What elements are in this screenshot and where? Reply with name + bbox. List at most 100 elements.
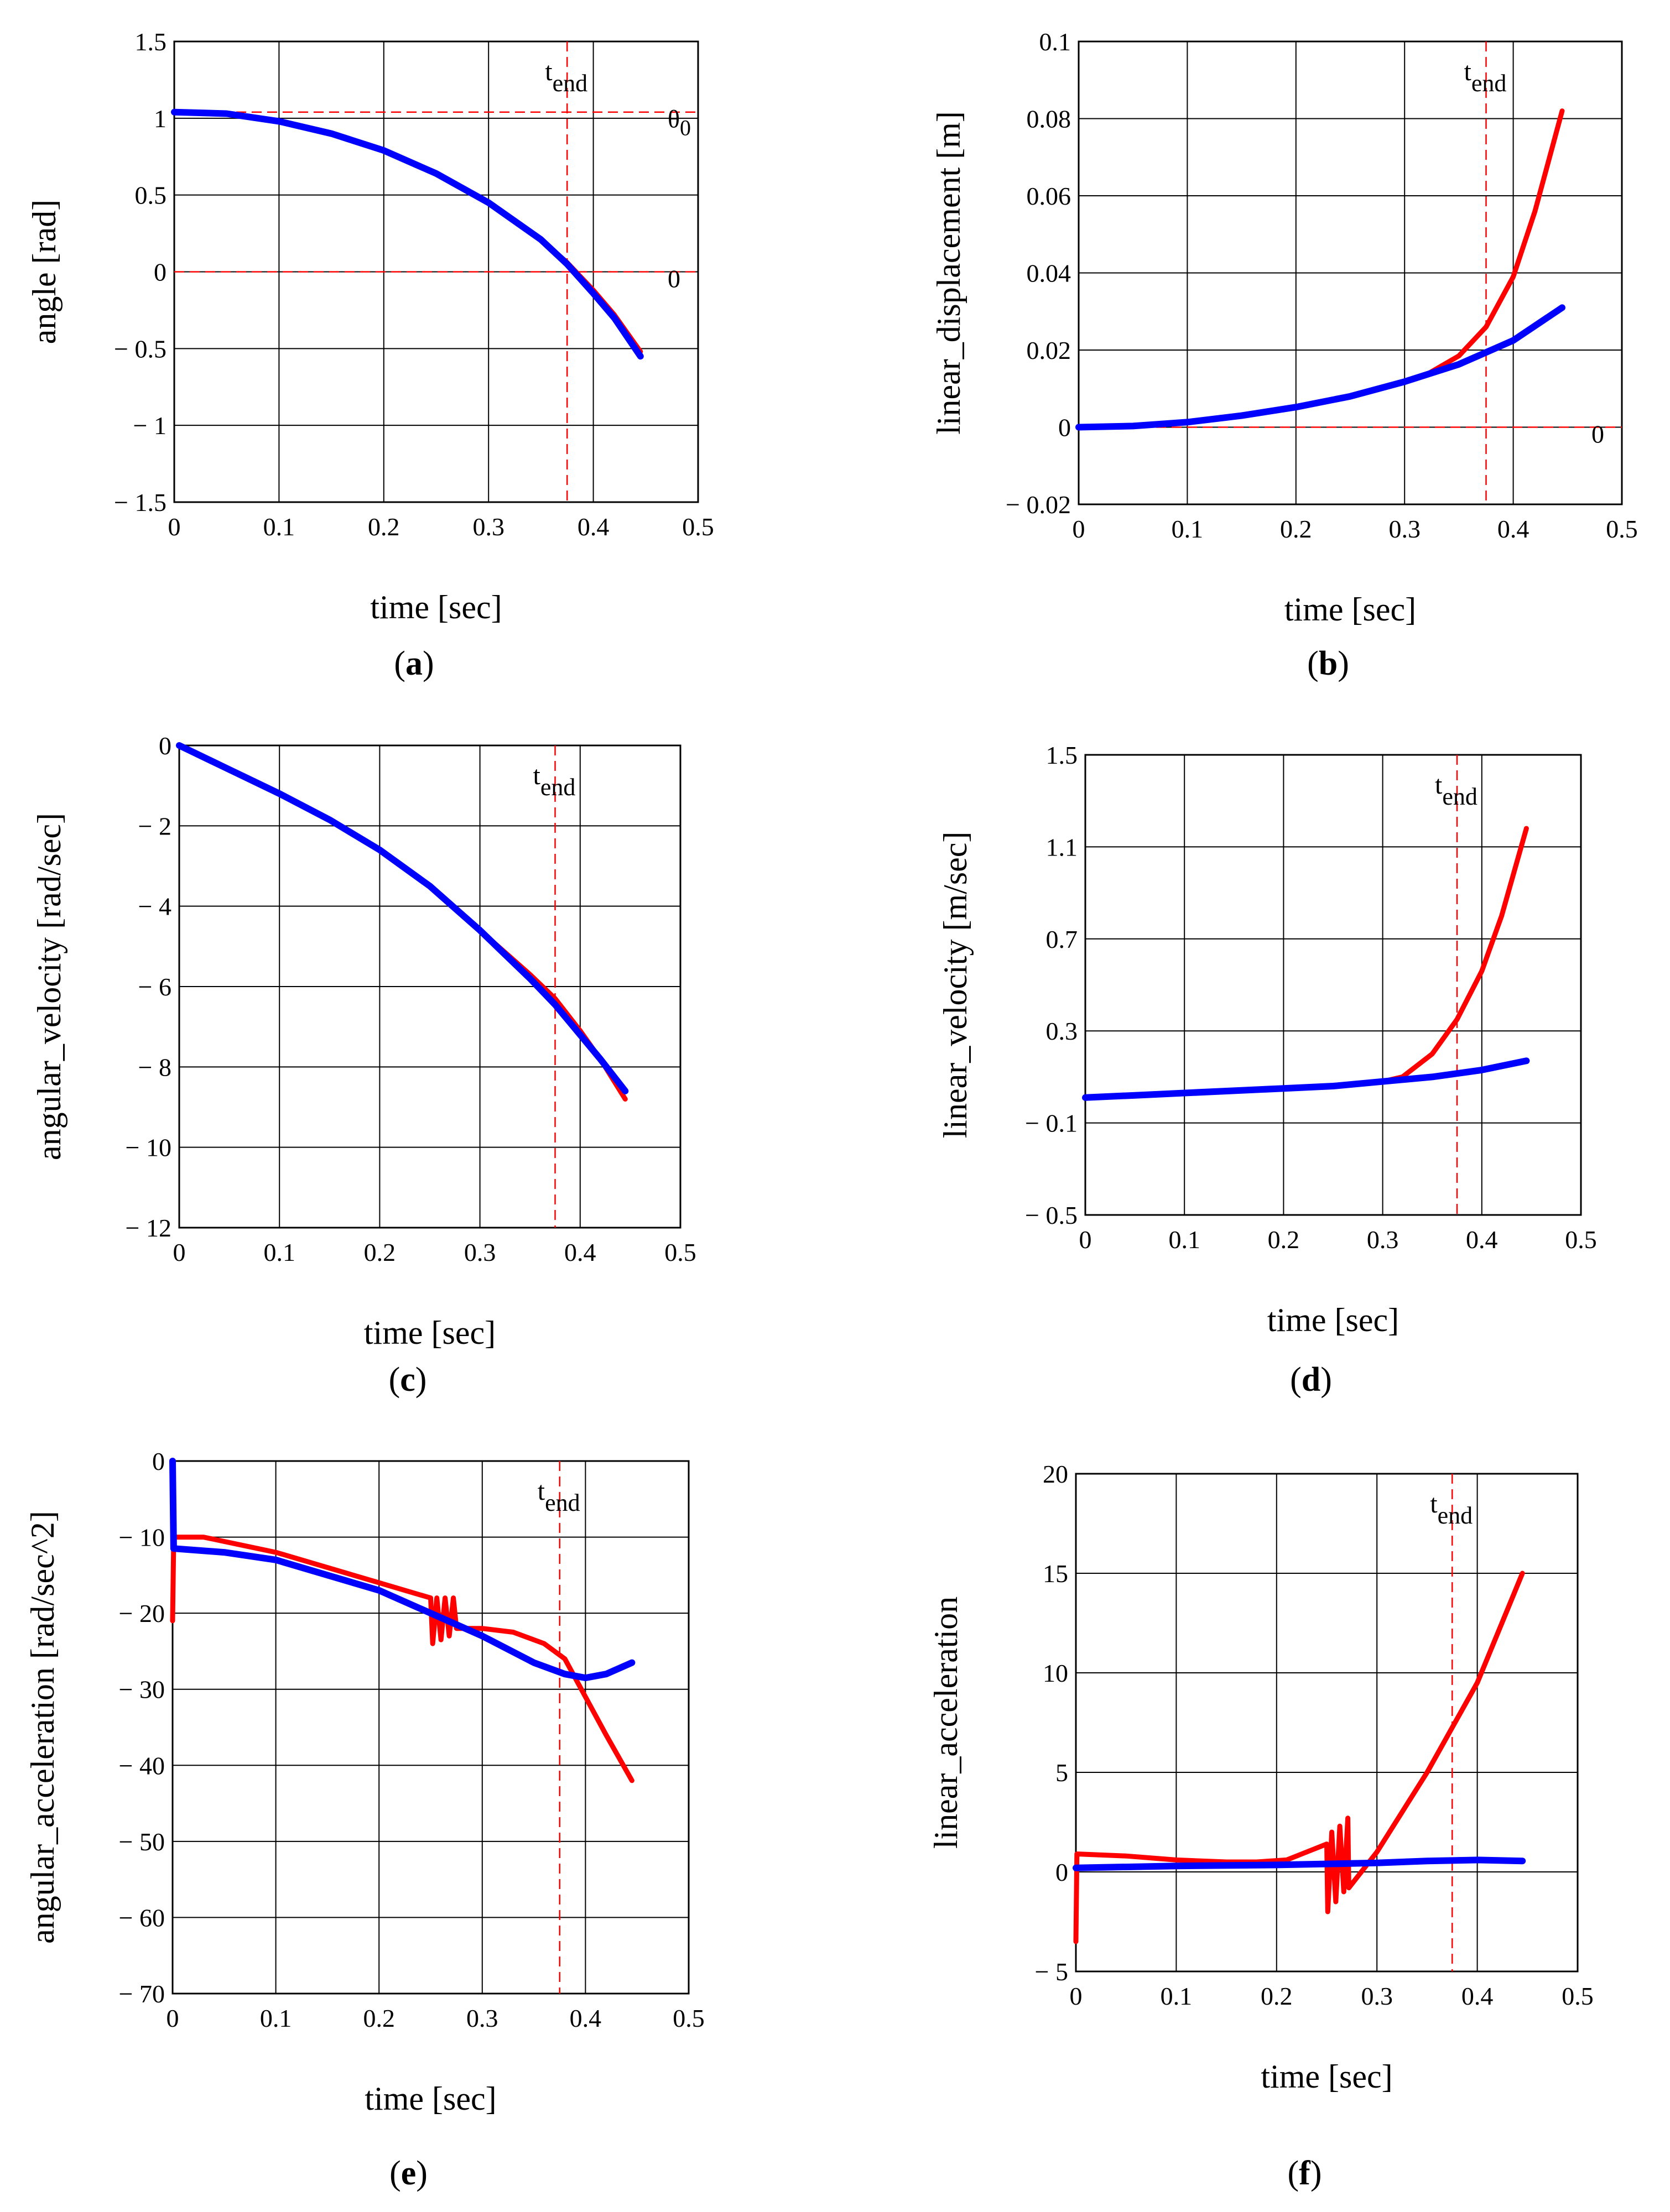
plot-frame [1078, 40, 1623, 505]
x-tick-label: 0.1 [1172, 515, 1204, 543]
x-tick-label: 0.1 [263, 1238, 295, 1266]
plot-frame [1084, 754, 1582, 1216]
series-red-line [1073, 1571, 1525, 1944]
plot-frame [171, 1460, 690, 1995]
tend-label: tend [545, 57, 587, 97]
y-tick-label: − 70 [119, 1980, 165, 2008]
y-tick-label: 1.1 [1046, 833, 1078, 861]
y-tick-label: 0.1 [1039, 28, 1071, 56]
y-tick-label: 20 [1043, 1460, 1068, 1488]
x-tick-label: 0.4 [1466, 1225, 1498, 1254]
series-blue-line [176, 742, 629, 1094]
x-tick-label: 0.5 [1562, 1982, 1594, 2010]
y-tick-label: − 50 [119, 1828, 165, 1856]
y-tick-label: − 1.5 [114, 488, 167, 517]
chart-panel-d: tend 0 0.1 0.2 0.3 0.4 0.5 − 0.5 − 0.1 0.3 0.7 1.1 1… [937, 741, 1597, 1399]
y-axis-label: linear_displacement [m] [930, 111, 967, 435]
chart-panel-a: θ0 0 tend 0 0.1 0.2 0.3 0.4 0.5 − 1.5 − 1 − 0.5 0 0.5… [26, 28, 714, 682]
x-tick-label: 0 [167, 2004, 179, 2032]
x-tick-label: 0 [173, 1238, 186, 1266]
reference-line-label: 0 [1591, 420, 1604, 448]
x-tick-label: 0.3 [464, 1238, 496, 1266]
y-tick-label: − 4 [138, 893, 171, 921]
x-tick-label: 0.2 [1261, 1982, 1293, 2010]
x-tick-label: 0.1 [1168, 1225, 1200, 1254]
y-tick-label: 1.5 [135, 28, 167, 56]
y-tick-label: − 20 [119, 1599, 165, 1627]
y-tick-label: − 6 [138, 973, 171, 1001]
x-tick-label: 0.4 [1461, 1982, 1494, 2010]
series-red-line [1076, 108, 1565, 430]
y-tick-label: − 10 [126, 1134, 171, 1162]
series-blue-line [169, 1458, 636, 1682]
y-tick-label: 0.06 [1027, 182, 1071, 210]
y-tick-label: − 0.1 [1025, 1109, 1078, 1138]
chart-panel-c: tend 0 0.1 0.2 0.3 0.4 0.5 − 12 − 10 − 8 − 6 − 4 − 2… [31, 732, 696, 1399]
y-tick-label: − 0.5 [114, 335, 167, 363]
tend-label: tend [1435, 770, 1477, 810]
panel-caption: (a) [394, 645, 434, 682]
y-tick-label: − 40 [119, 1751, 165, 1780]
tend-label: tend [1464, 57, 1507, 97]
x-tick-label: 0.3 [1388, 515, 1421, 543]
y-tick-label: 1 [154, 105, 167, 133]
y-tick-label: 0.08 [1027, 105, 1071, 133]
series-red-line [170, 1535, 634, 1783]
y-tick-label: 0 [1058, 414, 1071, 442]
y-tick-label: 0.04 [1027, 259, 1071, 288]
y-tick-label: 0.5 [135, 181, 167, 210]
y-tick-label: − 2 [138, 812, 171, 840]
x-tick-label: 0.4 [578, 513, 610, 541]
y-tick-label: 0 [154, 258, 167, 286]
x-tick-label: 0.2 [368, 513, 400, 541]
x-tick-label: 0 [1079, 1225, 1092, 1254]
tend-label: tend [1430, 1489, 1473, 1529]
y-tick-label: − 10 [119, 1524, 165, 1552]
x-axis-label: time [sec] [1284, 591, 1416, 628]
chart-panel-e: tend 0 0.1 0.2 0.3 0.4 0.5 − 70 − 60 − 50 − 40 − 30… [24, 1447, 705, 2192]
x-tick-label: 0.5 [1606, 515, 1638, 543]
y-axis-label: linear_acceleration [928, 1597, 964, 1849]
y-tick-label: − 0.5 [1025, 1201, 1078, 1229]
y-tick-label: 5 [1055, 1759, 1068, 1787]
x-tick-label: 0 [1070, 1982, 1083, 2010]
x-axis-label: time [sec] [370, 589, 502, 625]
x-tick-label: 0.1 [1161, 1982, 1193, 2010]
y-tick-label: 10 [1043, 1659, 1068, 1687]
y-tick-label: − 0.02 [1006, 491, 1071, 519]
series-red-line [171, 109, 643, 354]
x-tick-label: 0.5 [1565, 1225, 1597, 1254]
panel-caption: (c) [389, 1361, 427, 1399]
y-tick-label: − 60 [119, 1903, 165, 1932]
tend-label: tend [538, 1477, 580, 1516]
y-tick-label: − 5 [1035, 1958, 1068, 1986]
y-axis-label: angular_velocity [rad/sec] [31, 813, 67, 1160]
y-tick-label: − 30 [119, 1676, 165, 1704]
x-tick-label: 0.4 [570, 2004, 602, 2032]
y-tick-label: 0.7 [1046, 925, 1078, 953]
x-tick-label: 0.4 [1497, 515, 1529, 543]
series-blue-line [1073, 1856, 1526, 1871]
panel-caption: (e) [389, 2154, 428, 2192]
y-tick-label: 1.5 [1046, 741, 1078, 769]
y-tick-label: 0 [152, 1447, 165, 1475]
y-tick-label: 0 [1055, 1858, 1068, 1886]
x-axis-label: time [sec] [1261, 2058, 1392, 2095]
x-tick-label: 0.2 [364, 1238, 396, 1266]
panel-caption: (d) [1290, 1361, 1332, 1399]
reference-line-label: 0 [668, 265, 680, 293]
x-tick-label: 0.3 [472, 513, 504, 541]
reference-line-label: θ0 [668, 105, 691, 140]
x-tick-label: 0.3 [1361, 1982, 1393, 2010]
y-tick-label: 0 [159, 732, 171, 760]
y-tick-label: − 1 [133, 411, 167, 440]
y-tick-label: − 12 [126, 1214, 171, 1242]
x-tick-label: 0.1 [263, 513, 295, 541]
series-red-line [1083, 826, 1529, 1100]
plot-frame [1075, 1473, 1579, 1973]
x-tick-label: 0.2 [363, 2004, 395, 2032]
y-tick-label: 0.02 [1027, 336, 1071, 364]
x-tick-label: 0 [168, 513, 181, 541]
x-axis-label: time [sec] [364, 1314, 496, 1351]
